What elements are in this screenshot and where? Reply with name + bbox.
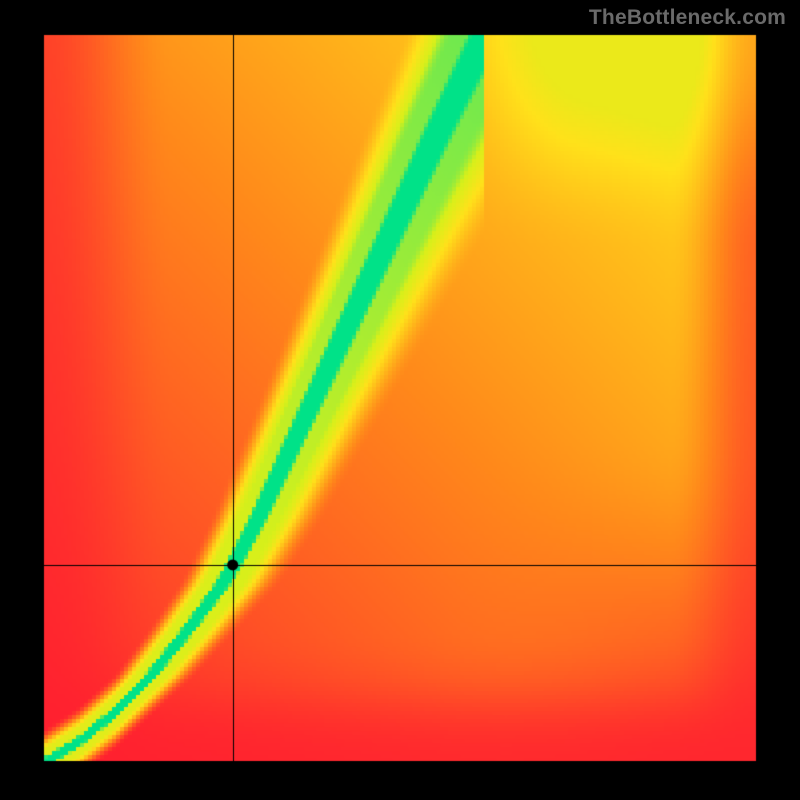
bottleneck-heatmap-canvas: [0, 0, 800, 800]
watermark-text: TheBottleneck.com: [589, 6, 786, 30]
